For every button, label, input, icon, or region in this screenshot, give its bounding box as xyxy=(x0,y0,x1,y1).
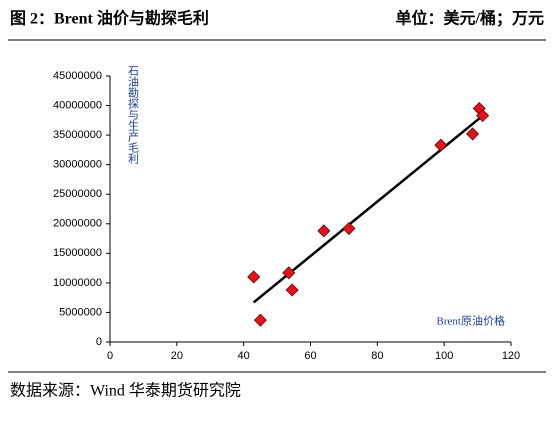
y-tick-label: 15000000 xyxy=(53,247,102,259)
y-tick-label: 20000000 xyxy=(53,218,102,230)
point xyxy=(476,109,490,123)
y-tick-label: 5000000 xyxy=(59,306,102,318)
x-axis-label: Brent原油价格 xyxy=(437,314,505,328)
point xyxy=(342,221,356,236)
y-tick-label: 25000000 xyxy=(53,188,102,200)
y-tick-label: 0 xyxy=(96,336,102,348)
point xyxy=(253,313,267,327)
x-tick-label: 20 xyxy=(171,350,183,362)
y-tick-label: 10000000 xyxy=(53,277,102,289)
x-tick-label: 40 xyxy=(238,350,250,362)
point xyxy=(317,224,331,238)
x-tick-label: 120 xyxy=(502,350,520,362)
point xyxy=(466,127,480,141)
x-tick-label: 80 xyxy=(371,350,383,362)
point xyxy=(434,138,448,152)
source-note: 数据来源：Wind 华泰期货研究院 xyxy=(10,382,241,400)
figure-title: 图 2：Brent 油价与勘探毛利 xyxy=(10,9,209,28)
x-tick-label: 100 xyxy=(435,350,453,362)
y-tick-label: 35000000 xyxy=(53,129,102,141)
point xyxy=(285,283,299,297)
x-tick-label: 0 xyxy=(107,350,113,362)
point xyxy=(247,270,261,284)
x-tick-label: 60 xyxy=(304,350,316,362)
point xyxy=(282,266,296,280)
y-axis-label: 石油勘探与生产毛利 xyxy=(126,65,139,164)
unit-note: 单位：美元/桶；万元 xyxy=(396,9,544,28)
y-tick-label: 40000000 xyxy=(53,99,102,111)
y-tick-label: 30000000 xyxy=(53,159,102,171)
y-tick-label: 45000000 xyxy=(53,70,102,82)
